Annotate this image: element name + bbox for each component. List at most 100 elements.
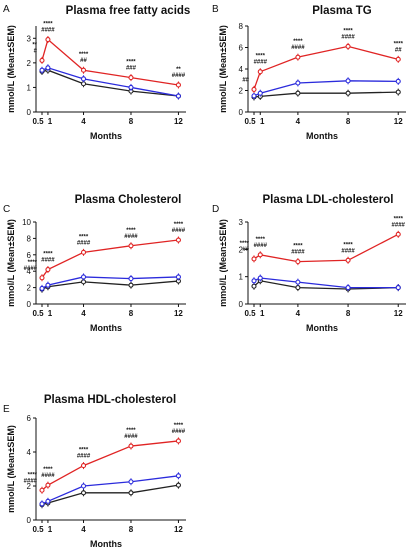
- data-point: [39, 57, 45, 63]
- data-point: [45, 36, 51, 43]
- data-point: [128, 443, 134, 449]
- panel-title: Plasma HDL-cholesterol: [44, 394, 176, 406]
- significance-marker: ****: [256, 237, 266, 243]
- data-point: [80, 490, 87, 496]
- x-tick-label: 1: [48, 309, 53, 318]
- data-point: [395, 78, 401, 84]
- data-point: [345, 90, 351, 96]
- data-point: [128, 243, 134, 249]
- x-axis-label: Months: [90, 539, 122, 549]
- panel-letter: E: [3, 404, 10, 415]
- data-point: [45, 65, 51, 71]
- significance-marker: ####: [24, 266, 38, 272]
- y-axis-label: mmol/L (Mean±SEM): [218, 219, 228, 307]
- y-tick-label: 4: [239, 65, 244, 74]
- data-point: [175, 237, 181, 243]
- series-line-3: [41, 38, 179, 86]
- data-point: [128, 75, 134, 81]
- significance-marker: ####: [341, 248, 355, 254]
- significance-marker: ####: [41, 28, 55, 34]
- data-point: [128, 84, 134, 90]
- series-line-3: [41, 239, 179, 279]
- data-point: [257, 90, 263, 96]
- x-axis-label: Months: [306, 131, 338, 141]
- y-tick-label: 3: [27, 34, 32, 43]
- data-point: [80, 76, 87, 82]
- data-point: [175, 274, 181, 280]
- x-tick-label: 4: [81, 117, 86, 126]
- significance-marker: ****: [293, 244, 303, 250]
- data-point: [395, 285, 401, 291]
- significance-marker: ####: [77, 454, 91, 460]
- data-point: [345, 78, 351, 84]
- y-tick-label: 3: [239, 218, 244, 227]
- significance-marker: ####: [172, 73, 186, 79]
- significance-marker: ####: [41, 258, 55, 264]
- data-point: [257, 275, 263, 281]
- data-point: [175, 438, 181, 444]
- data-point: [295, 259, 301, 265]
- data-point: [175, 473, 181, 479]
- significance-marker: ####: [172, 228, 186, 234]
- significance-marker: ****: [394, 41, 404, 47]
- significance-marker: ****: [43, 252, 53, 258]
- data-point: [251, 93, 257, 99]
- x-tick-label: 1: [48, 525, 53, 534]
- significance-marker: **: [176, 67, 181, 73]
- x-tick-label: 12: [174, 525, 183, 534]
- data-point: [80, 249, 87, 255]
- x-tick-label: 0.5: [244, 117, 256, 126]
- significance-marker: ##: [242, 77, 249, 83]
- significance-marker: ####: [41, 473, 55, 479]
- data-point: [257, 69, 263, 75]
- x-axis-label: Months: [90, 131, 122, 141]
- data-point: [39, 67, 45, 73]
- data-point: [345, 43, 351, 49]
- data-point: [175, 482, 181, 488]
- data-point: [80, 81, 87, 87]
- significance-marker: ****: [394, 216, 404, 222]
- data-point: [345, 285, 351, 291]
- significance-marker: ****: [126, 60, 136, 66]
- significance-marker: ##: [80, 58, 87, 64]
- panel-title: Plasma TG: [312, 5, 371, 17]
- data-point: [128, 479, 134, 485]
- significance-marker: ####: [254, 243, 268, 249]
- data-point: [295, 279, 301, 285]
- data-point: [45, 498, 51, 504]
- data-point: [395, 56, 401, 62]
- significance-marker: ####: [172, 429, 186, 435]
- x-tick-label: 4: [296, 117, 301, 126]
- data-point: [45, 482, 51, 488]
- data-point: [45, 267, 51, 273]
- y-tick-label: 0: [239, 300, 244, 309]
- x-tick-label: 0.5: [32, 525, 44, 534]
- significance-marker: ****: [43, 467, 53, 473]
- data-point: [45, 282, 51, 288]
- significance-marker: ##: [395, 47, 402, 53]
- y-tick-label: 8: [27, 234, 32, 243]
- x-axis-label: Months: [90, 323, 122, 333]
- x-tick-label: 12: [174, 309, 183, 318]
- x-tick-label: 8: [129, 309, 134, 318]
- data-point: [251, 278, 257, 284]
- panel-letter: A: [3, 4, 10, 15]
- significance-marker: ****: [28, 260, 38, 266]
- significance-marker: ****: [79, 448, 89, 454]
- significance-marker: ****: [174, 222, 184, 228]
- data-point: [251, 256, 257, 262]
- data-point: [128, 276, 134, 282]
- significance-marker: ####: [77, 240, 91, 246]
- x-tick-label: 4: [81, 309, 86, 318]
- y-axis-label: mmol/L (Mean±SEM): [6, 219, 16, 307]
- y-tick-label: 1: [27, 83, 32, 92]
- significance-marker: ****: [79, 52, 89, 58]
- significance-marker: ##: [242, 247, 249, 253]
- x-tick-label: 4: [81, 525, 86, 534]
- data-point: [395, 89, 401, 95]
- x-tick-label: 8: [129, 525, 134, 534]
- panel-letter: B: [212, 4, 219, 15]
